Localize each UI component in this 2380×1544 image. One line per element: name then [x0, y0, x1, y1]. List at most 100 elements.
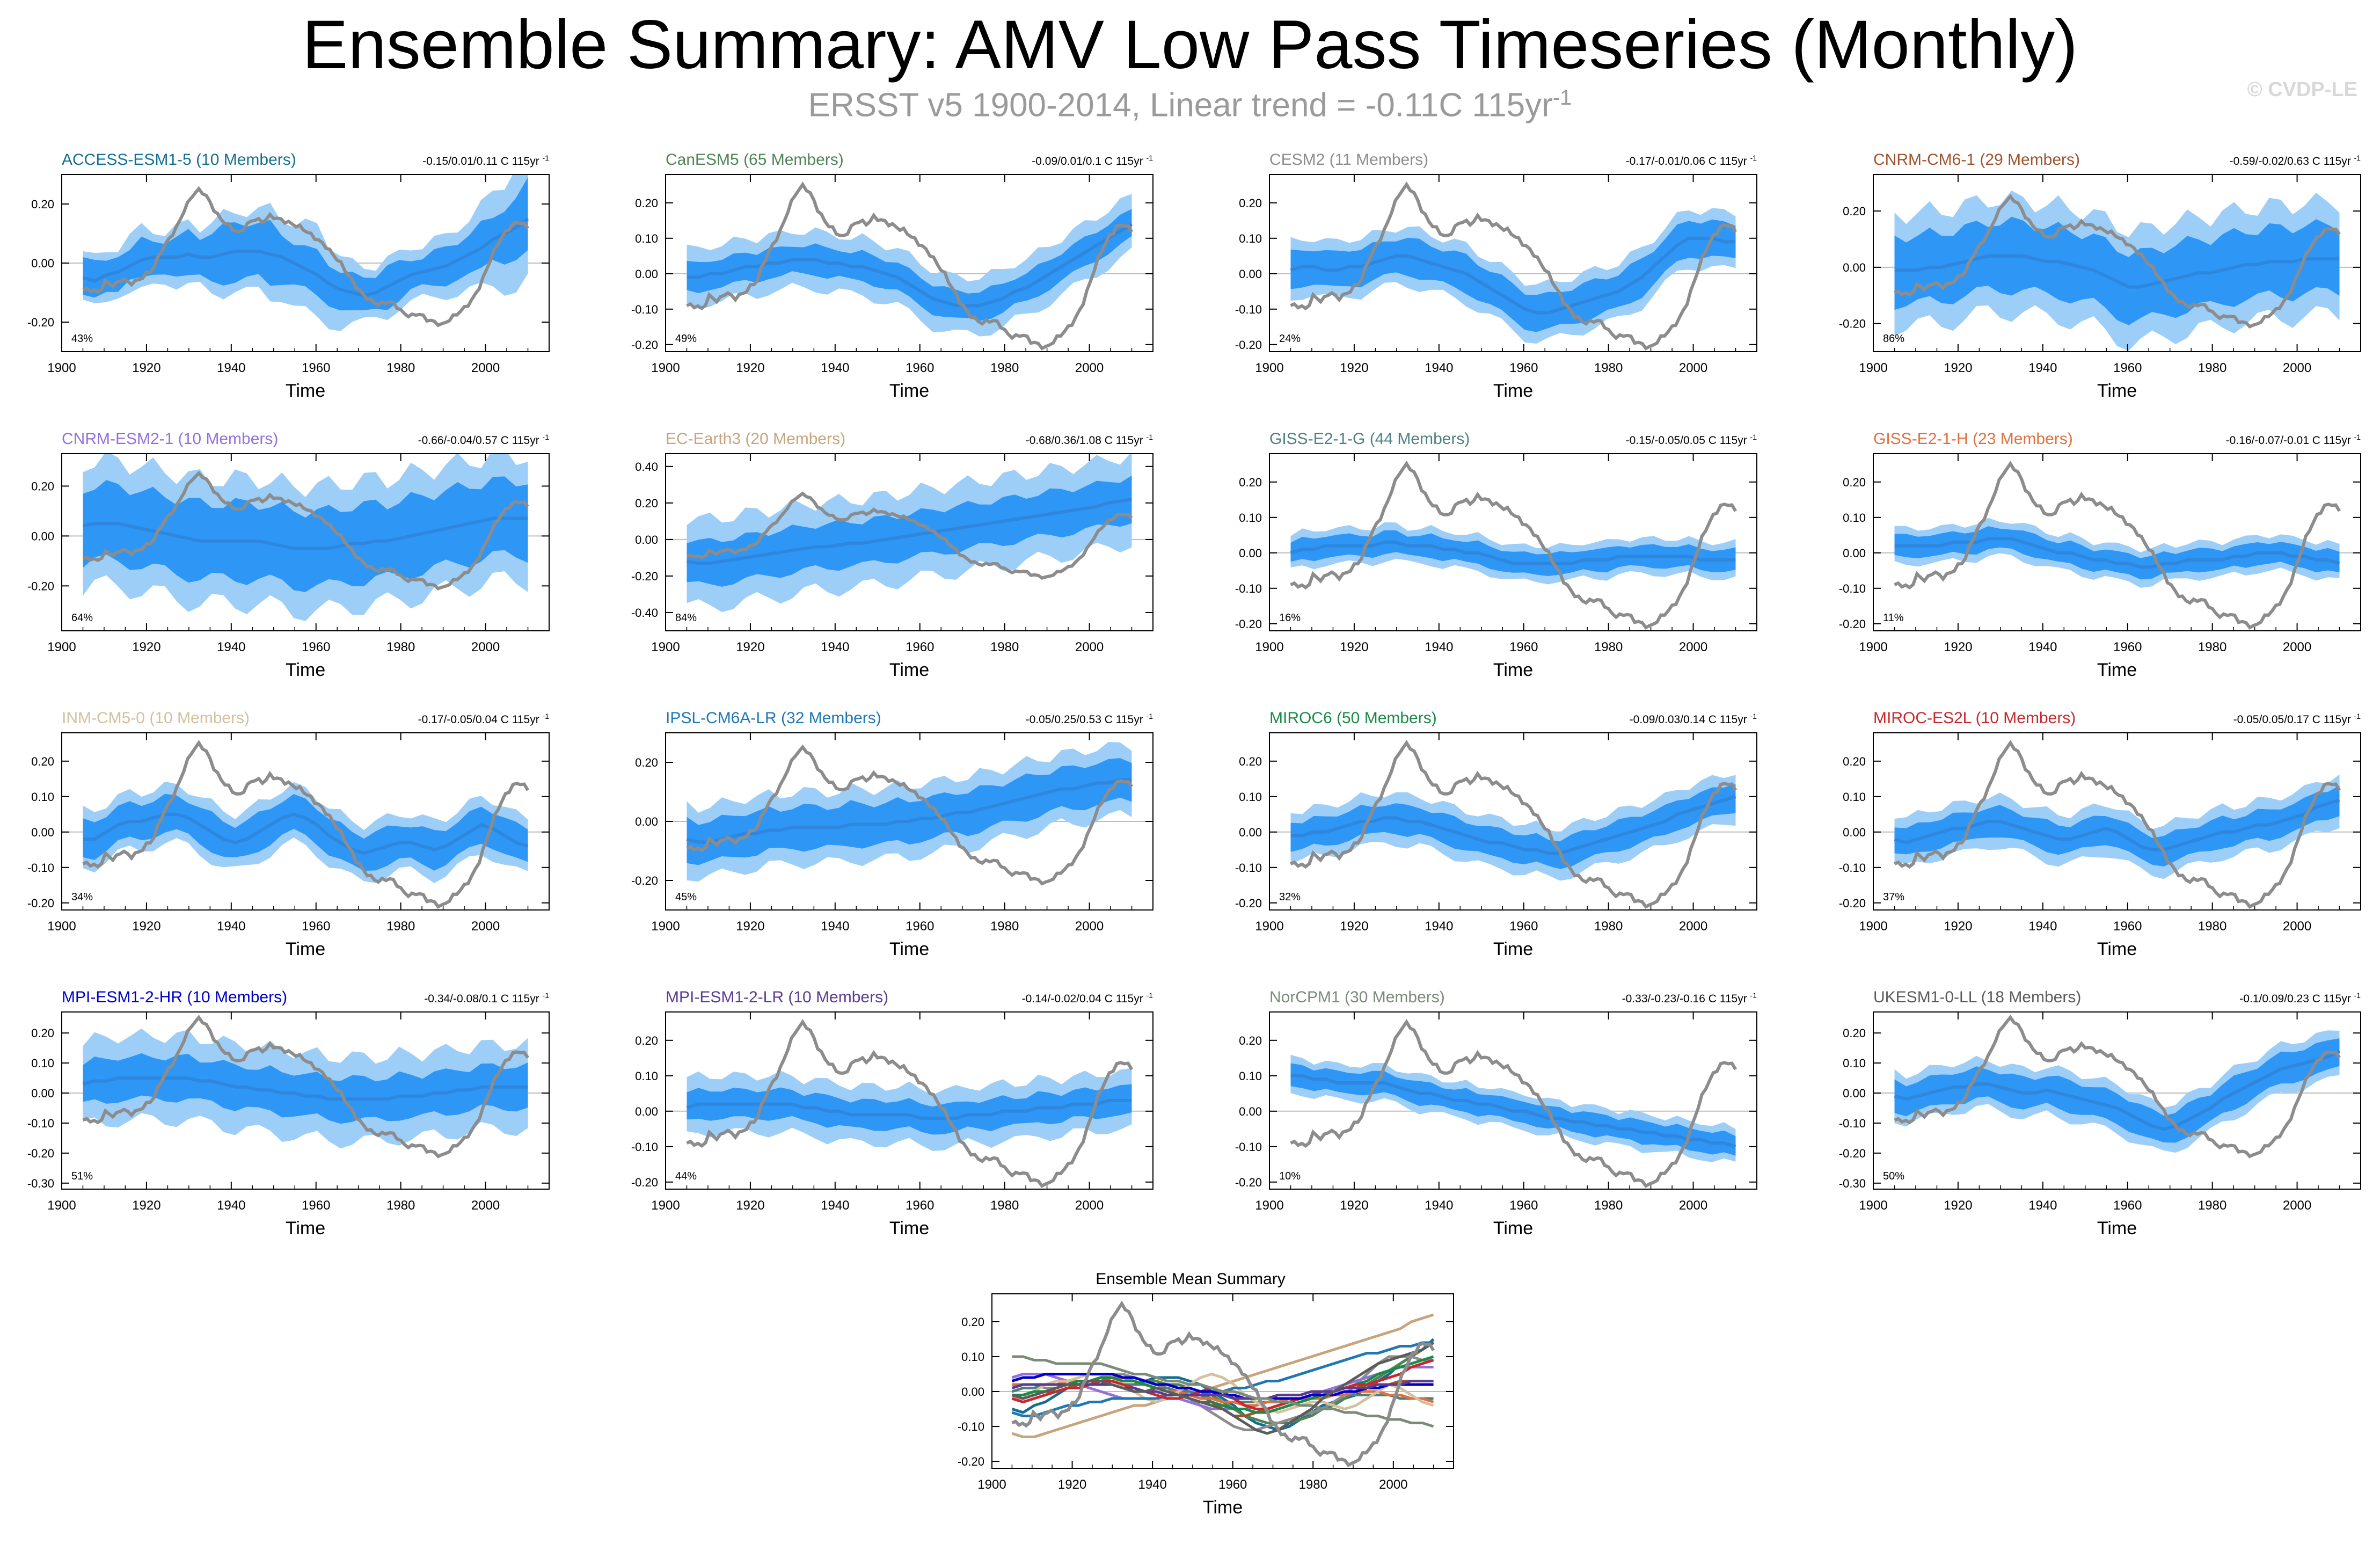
y-tick-label: 0.00	[635, 533, 658, 547]
plot-area	[1873, 1015, 2361, 1159]
x-axis-label: Time	[286, 1218, 325, 1239]
y-tick-label: -0.20	[1235, 1176, 1262, 1189]
x-tick-label: 2000	[2283, 919, 2311, 934]
obs-line	[82, 186, 529, 327]
panel-title: MIROC6 (50 Members)	[1269, 709, 1437, 727]
trend-label: -0.15/-0.05/0.05 C 115yr -1	[1626, 433, 1757, 447]
x-axis-label: Time	[1203, 1497, 1243, 1518]
x-tick-label: 2000	[1075, 361, 1104, 375]
panel-title: UKESM1-0-LL (18 Members)	[1873, 988, 2081, 1006]
x-tick-label: 1960	[2113, 640, 2142, 654]
x-tick-label: 1940	[1425, 361, 1453, 375]
x-tick-label: 1900	[1859, 361, 1887, 375]
x-tick-label: 1980	[1594, 919, 1623, 934]
x-tick-label: 1920	[132, 640, 160, 654]
ensemble-inner-band	[687, 475, 1132, 587]
x-tick-label: 1920	[1340, 919, 1368, 934]
plot-frame	[991, 1293, 1454, 1469]
obs-line	[686, 1019, 1134, 1188]
y-tick-label: 0.00	[1843, 1087, 1866, 1100]
y-tick-label: 0.10	[31, 790, 54, 804]
x-axis-label: Time	[2097, 939, 2137, 959]
y-tick-label: -0.20	[631, 1176, 658, 1189]
percent-label: 11%	[1883, 612, 1904, 624]
x-tick-label: 1980	[1594, 1198, 1623, 1213]
chart-panel: CNRM-CM6-1 (29 Members) -0.59/-0.02/0.63 …	[1839, 151, 2361, 401]
x-tick-label: 1900	[47, 1198, 76, 1213]
x-tick-label: 1920	[1340, 640, 1368, 654]
x-tick-label: 1960	[906, 640, 934, 654]
x-tick-label: 1940	[1425, 640, 1453, 654]
x-tick-label: 1940	[1138, 1477, 1166, 1492]
x-tick-label: 1940	[1425, 1198, 1453, 1213]
panel-title: CanESM5 (65 Members)	[666, 151, 844, 169]
obs-line	[82, 470, 529, 591]
x-tick-label: 1940	[2028, 919, 2057, 934]
x-tick-label: 1980	[1299, 1477, 1327, 1492]
panel-title: IPSL-CM6A-LR (32 Members)	[666, 709, 881, 727]
x-tick-label: 2000	[471, 919, 500, 934]
x-tick-label: 1960	[1218, 1477, 1247, 1492]
x-tick-label: 1940	[2028, 361, 2057, 375]
plot-area	[1269, 740, 1757, 909]
plot-area	[62, 1015, 549, 1159]
percent-label: 49%	[675, 333, 697, 345]
x-tick-label: 1900	[651, 1198, 680, 1213]
trend-label: -0.68/0.36/1.08 C 115yr -1	[1026, 433, 1154, 447]
x-axis-label: Time	[889, 939, 929, 959]
x-tick-label: 1980	[1594, 640, 1623, 654]
y-tick-label: -0.10	[958, 1420, 984, 1433]
trend-label: -0.14/-0.02/0.04 C 115yr -1	[1022, 991, 1154, 1005]
y-tick-label: 0.10	[1239, 1069, 1262, 1083]
x-tick-label: 1940	[2028, 640, 2057, 654]
y-tick-label: -0.20	[958, 1455, 984, 1468]
x-tick-label: 2000	[471, 640, 500, 654]
x-tick-label: 1960	[2113, 361, 2142, 375]
obs-line	[1894, 461, 2341, 630]
y-tick-label: 0.00	[31, 529, 54, 543]
obs-line	[1290, 461, 1737, 630]
ensemble-inner-band	[83, 793, 528, 871]
x-tick-label: 1940	[821, 919, 849, 934]
plot-frame	[1873, 174, 2361, 352]
x-tick-label: 1980	[990, 640, 1019, 654]
plot-frame	[1873, 453, 2361, 631]
panel-title: CNRM-CM6-1 (29 Members)	[1873, 151, 2080, 169]
x-tick-label: 1980	[2198, 361, 2226, 375]
x-axis-label: Time	[286, 660, 325, 680]
x-tick-label: 1900	[1255, 361, 1283, 375]
ensemble-inner-band	[83, 1053, 528, 1124]
y-tick-label: 0.20	[31, 198, 54, 211]
y-tick-label: 0.40	[635, 460, 658, 474]
y-tick-label: 0.20	[635, 196, 658, 210]
x-tick-label: 1960	[302, 919, 330, 934]
plot-frame	[1269, 174, 1757, 352]
x-tick-label: 1940	[217, 919, 245, 934]
x-tick-label: 1960	[302, 361, 330, 375]
y-tick-label: -0.20	[27, 1147, 54, 1160]
ensemble-mean-line	[1290, 795, 1736, 855]
x-axis-label: Time	[286, 939, 325, 959]
x-tick-label: 1920	[132, 1198, 160, 1213]
x-tick-label: 1960	[302, 640, 330, 654]
panel-title: GISS-E2-1-H (23 Members)	[1873, 430, 2073, 448]
y-tick-label: -0.20	[631, 874, 658, 887]
trend-label: -0.17/-0.05/0.04 C 115yr -1	[418, 712, 550, 726]
ensemble-inner-band	[1290, 1063, 1736, 1156]
ensemble-mean-line	[82, 1076, 528, 1101]
obs-line	[1894, 740, 2341, 909]
chart-panel: EC-Earth3 (20 Members) -0.68/0.36/1.08 C …	[631, 430, 1154, 680]
x-tick-label: 1900	[651, 919, 680, 934]
obs-line	[1011, 1300, 1435, 1468]
y-tick-label: -0.10	[631, 1140, 658, 1154]
y-tick-label: -0.20	[1235, 617, 1262, 631]
y-tick-label: -0.10	[1839, 1117, 1866, 1130]
copyright-watermark: © CVDP-LE	[2247, 78, 2357, 101]
panel-title: ACCESS-ESM1-5 (10 Members)	[62, 151, 296, 169]
x-tick-label: 1900	[1859, 640, 1887, 654]
x-tick-label: 2000	[1679, 1198, 1707, 1213]
ensemble-inner-band	[687, 758, 1132, 865]
chart-panel: CESM2 (11 Members) -0.17/-0.01/0.06 C 115…	[1235, 151, 1757, 401]
y-tick-label: 0.00	[1239, 267, 1262, 281]
